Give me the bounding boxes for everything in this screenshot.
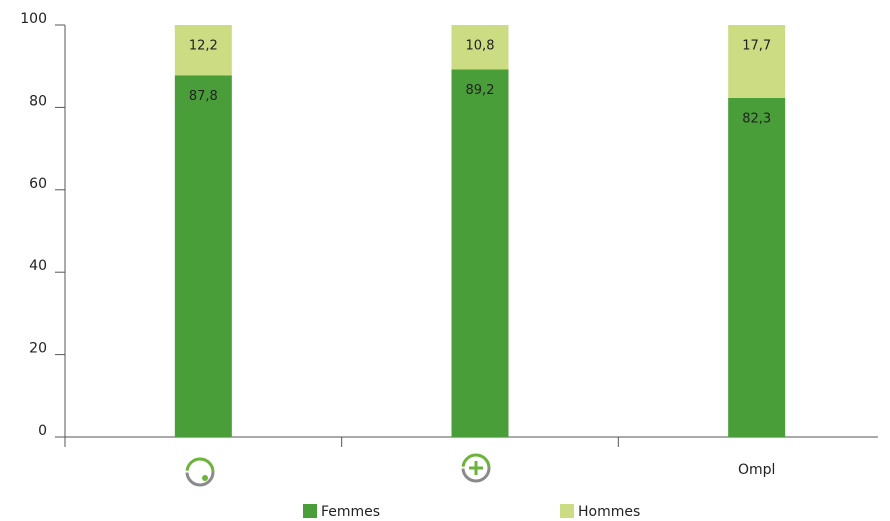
- bar-segment: [728, 25, 786, 98]
- bar-segment: [451, 25, 509, 70]
- y-tick-label: 100: [20, 11, 47, 27]
- y-tick-label: 40: [29, 258, 47, 274]
- y-tick-label: 0: [38, 423, 47, 439]
- data-label: 89,2: [466, 83, 495, 98]
- legend-swatch: [560, 504, 574, 518]
- data-label: 17,7: [742, 39, 771, 54]
- category-icon: [185, 457, 215, 487]
- x-tick-label: Ompl: [738, 462, 775, 478]
- y-tick-label: 80: [29, 93, 47, 109]
- legend-label: Femmes: [321, 504, 380, 520]
- category-icon: [461, 453, 491, 483]
- data-label: 87,8: [189, 89, 218, 104]
- y-tick-label: 60: [29, 176, 47, 192]
- y-tick-label: 20: [29, 341, 47, 357]
- bar-segment: [451, 69, 509, 437]
- data-label: 10,8: [466, 39, 495, 54]
- bar-segment: [174, 75, 232, 437]
- data-label: 82,3: [742, 111, 771, 126]
- legend-swatch: [303, 504, 317, 518]
- bar-segment: [174, 25, 232, 76]
- legend-label: Hommes: [578, 504, 640, 520]
- bar-segment: [728, 97, 786, 437]
- data-label: 12,2: [189, 39, 218, 54]
